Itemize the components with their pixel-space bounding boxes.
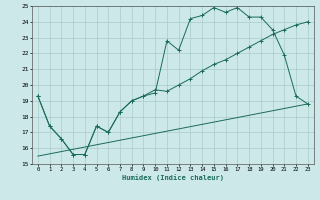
X-axis label: Humidex (Indice chaleur): Humidex (Indice chaleur) — [122, 174, 224, 181]
